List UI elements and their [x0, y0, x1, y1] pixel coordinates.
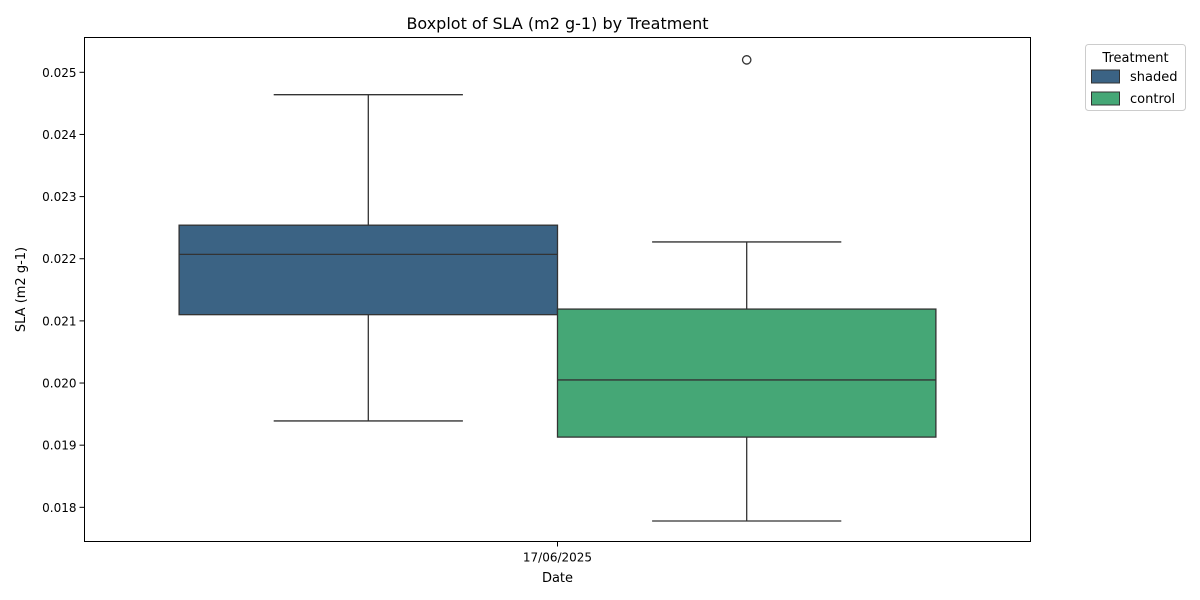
iqr-box	[556, 308, 937, 438]
x-tick-label: 17/06/2025	[523, 551, 592, 565]
y-axis: 0.018 0.019 0.020 0.021 0.022 0.023 0.024 0.025	[42, 66, 85, 515]
y-tick-label: 0.024	[42, 128, 76, 142]
y-tick-label: 0.021	[42, 314, 76, 328]
box-control	[556, 55, 937, 522]
y-tick-label: 0.020	[42, 377, 76, 391]
y-tick-label: 0.019	[42, 439, 76, 453]
legend-title: Treatment	[1101, 51, 1168, 66]
legend-swatch-shaded	[1091, 69, 1120, 84]
plot-marks	[178, 55, 937, 522]
chart-title: Boxplot of SLA (m2 g-1) by Treatment	[406, 14, 708, 33]
box-shaded	[178, 94, 559, 422]
y-tick-label: 0.023	[42, 190, 76, 204]
y-tick-label: 0.018	[42, 501, 76, 515]
x-axis-label: Date	[542, 571, 573, 586]
y-tick-label: 0.025	[42, 66, 76, 80]
outlier-point	[741, 55, 752, 65]
legend-label-shaded: shaded	[1130, 70, 1177, 85]
legend-items: shaded control	[1091, 69, 1177, 107]
y-axis-label: SLA (m2 g-1)	[14, 247, 29, 332]
iqr-box	[178, 224, 559, 316]
legend-swatch-control	[1091, 91, 1120, 106]
y-tick-label: 0.022	[42, 252, 76, 266]
x-axis: 17/06/2025	[523, 541, 592, 565]
legend: Treatment shaded control	[1085, 44, 1186, 111]
legend-label-control: control	[1130, 92, 1175, 107]
